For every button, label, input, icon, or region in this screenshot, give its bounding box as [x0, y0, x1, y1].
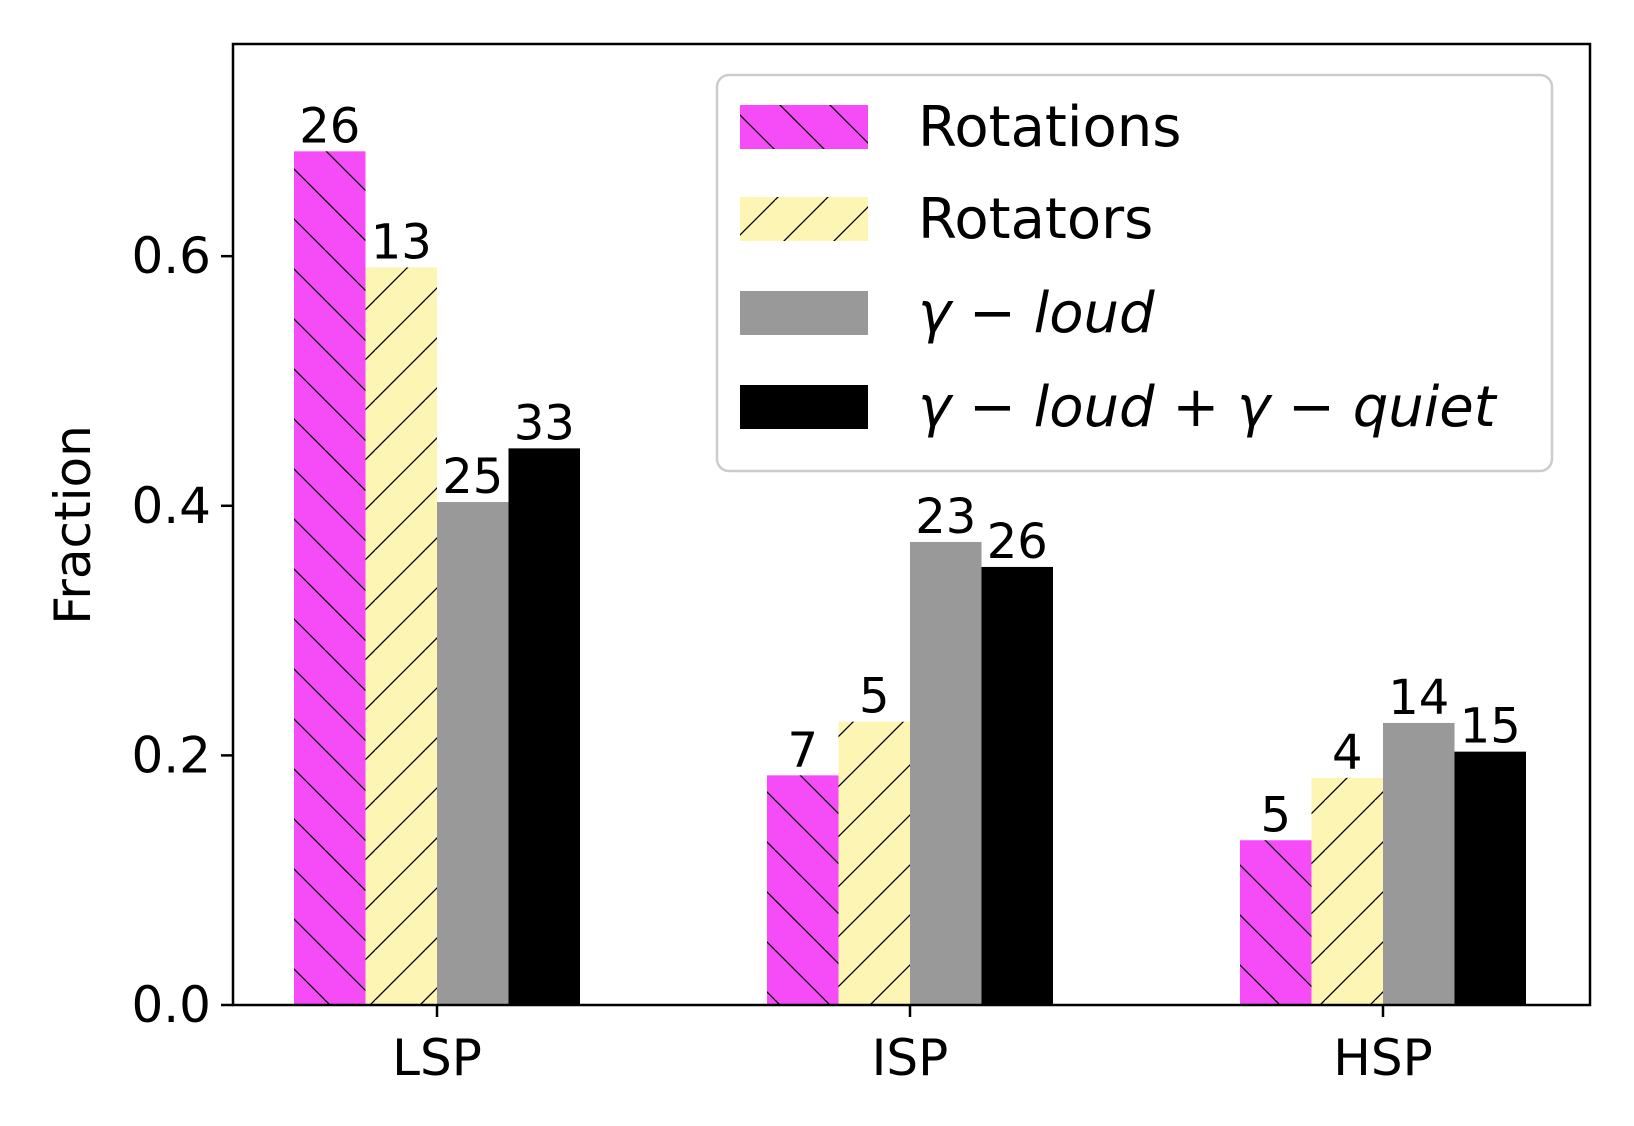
x-tick-label: HSP — [1333, 1029, 1433, 1087]
y-tick-label: 0.2 — [131, 726, 211, 784]
bar-value-label: 23 — [915, 489, 976, 545]
legend-swatch-hatch — [740, 197, 868, 241]
legend-label: Rotations — [918, 95, 1181, 160]
bar-value-label: 15 — [1460, 699, 1521, 755]
bar-4-isp — [981, 566, 1053, 1005]
bar-value-label: 33 — [514, 395, 575, 451]
legend-box — [715, 73, 1554, 473]
bar-3-isp — [910, 541, 982, 1005]
legend-swatch — [740, 291, 868, 335]
y-axis: 0.0 0.2 0.4 0.6 — [131, 227, 233, 1034]
legend-swatch — [740, 385, 868, 429]
plot-frame — [231, 42, 1592, 1007]
x-tick-label: LSP — [392, 1029, 482, 1087]
legend: Rotations Rotators γ − loud γ − loud + γ − … — [715, 73, 1554, 473]
y-axis-title: Fraction — [44, 425, 102, 625]
bar-value-label: 13 — [371, 214, 432, 270]
bar-value-label: 5 — [859, 669, 890, 725]
bar-hatch-2-isp — [838, 721, 910, 1005]
bar-value-label: 5 — [1260, 787, 1291, 843]
bar-hatch-1-isp — [767, 775, 839, 1005]
bar-value-label: 26 — [987, 514, 1048, 570]
legend-swatch-hatch — [740, 105, 868, 149]
bar-value-label: 14 — [1388, 670, 1449, 726]
legend-items: Rotations Rotators γ − loud γ − loud + γ − … — [740, 95, 1498, 440]
x-axis: LSP ISP HSP — [392, 1005, 1433, 1087]
bar-4-hsp — [1454, 751, 1526, 1005]
legend-label: γ − loud — [918, 281, 1155, 346]
bar-hatch-1-hsp — [1240, 840, 1312, 1005]
y-tick-label: 0.4 — [131, 477, 211, 535]
bar-3-lsp — [437, 502, 509, 1005]
legend-label: γ − loud + γ − quiet — [918, 375, 1498, 440]
bars-layer — [294, 151, 1526, 1006]
bar-4-lsp — [508, 448, 580, 1005]
x-tick-label: ISP — [872, 1029, 949, 1087]
bar-hatch-2-lsp — [365, 267, 437, 1005]
y-tick-label: 0.6 — [131, 227, 211, 285]
y-tick-label: 0.0 — [131, 976, 211, 1034]
bar-value-label: 4 — [1332, 725, 1363, 781]
bar-value-label: 26 — [299, 98, 360, 154]
bar-3-hsp — [1383, 722, 1455, 1005]
bar-hatch-2-hsp — [1311, 777, 1383, 1005]
legend-label: Rotators — [918, 187, 1153, 252]
bar-hatch-1-lsp — [294, 151, 366, 1006]
bar-value-label: 7 — [787, 722, 818, 778]
bar-value-label: 25 — [442, 449, 503, 505]
